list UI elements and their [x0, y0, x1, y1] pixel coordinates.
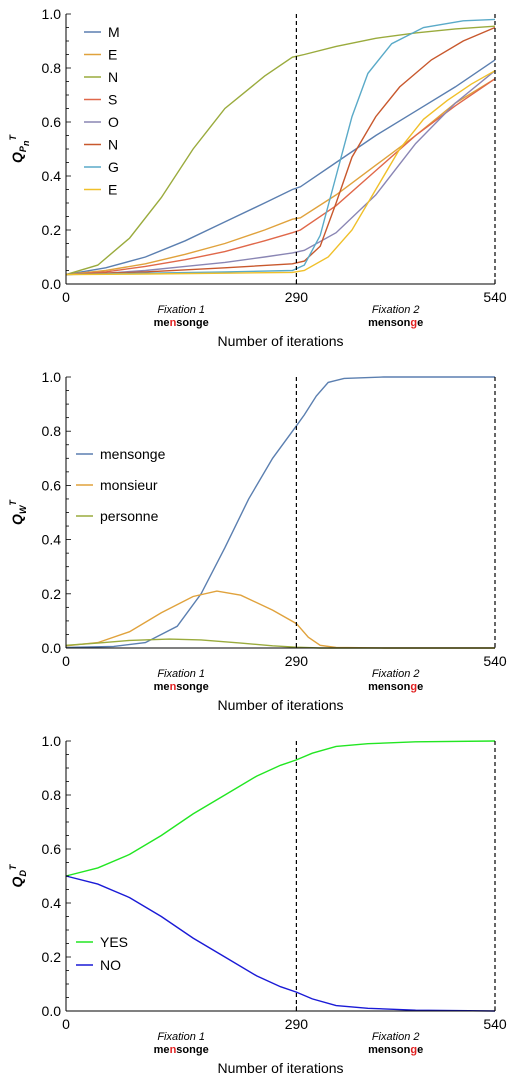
fixation-label-2: Fixation 2	[372, 1031, 420, 1043]
fixation-word-1: mensonge	[154, 681, 209, 693]
fixation-word-1: mensonge	[154, 1044, 209, 1056]
legend: YES NO	[76, 934, 128, 973]
y-tick-label: 0.8	[42, 787, 62, 803]
legend-label-6: G	[108, 159, 119, 175]
fixation-word-post: e	[417, 317, 423, 329]
fixation-word-pre: me	[154, 681, 170, 693]
series-line-0	[65, 59, 496, 276]
series-line-1	[65, 875, 496, 1012]
series-line-0	[65, 376, 495, 649]
fixation-word-post: e	[417, 1044, 423, 1056]
fixation-word-highlight: n	[170, 681, 177, 693]
y-tick-label: 0.2	[42, 222, 62, 238]
series-line-4	[65, 70, 496, 276]
y-tick-label: 0.0	[42, 640, 62, 656]
legend-label-1: E	[108, 47, 117, 63]
fixation-word-post: songe	[176, 681, 208, 693]
y-tick-label: 0.4	[42, 532, 62, 548]
x-tick-label: 0	[62, 653, 70, 669]
y-tick-label: 0.8	[42, 423, 62, 439]
series-line-2	[65, 25, 496, 276]
y-tick-label: 1.0	[42, 6, 62, 22]
fixation-word-2: mensonge	[368, 317, 423, 329]
series-line-7	[65, 70, 496, 276]
fixation-word-2: mensonge	[368, 681, 423, 693]
series-line-3	[65, 78, 496, 276]
x-axis-label: Number of iterations	[217, 697, 343, 713]
y-tick-label: 0.6	[42, 841, 62, 857]
fixation-word-pre: me	[154, 1044, 170, 1056]
y-tick-label: 1.0	[42, 733, 62, 749]
legend-label-7: E	[108, 182, 117, 198]
fixation-word-highlight: g	[410, 1044, 417, 1056]
y-tick-label: 1.0	[42, 369, 62, 385]
fixation-word-1: mensonge	[154, 317, 209, 329]
y-axis-label: QDT	[8, 863, 28, 887]
x-tick-label: 290	[285, 1016, 309, 1032]
y-tick-label: 0.8	[42, 60, 62, 76]
fixation-word-highlight: n	[170, 1044, 177, 1056]
legend-label-0: mensonge	[100, 446, 166, 462]
fixation-label-1: Fixation 1	[157, 304, 205, 316]
legend: mensonge monsieur personne	[76, 446, 166, 524]
y-tick-label: 0.6	[42, 477, 62, 493]
fixation-word-pre: menson	[368, 681, 410, 693]
fixation-word-post: songe	[176, 317, 208, 329]
series-line-1	[65, 78, 496, 276]
fixation-label-1: Fixation 1	[157, 668, 205, 680]
fixation-word-pre: me	[154, 317, 170, 329]
y-axis-label: QWT	[8, 499, 28, 525]
y-tick-label: 0.6	[42, 114, 62, 130]
legend-label-4: O	[108, 114, 119, 130]
fixation-word-post: e	[417, 681, 423, 693]
series-lines	[65, 18, 496, 276]
fixation-word-pre: menson	[368, 1044, 410, 1056]
series-line-2	[65, 638, 495, 649]
y-tick-label: 0.2	[42, 949, 62, 965]
legend-label-2: personne	[100, 508, 159, 524]
fixation-word-pre: menson	[368, 317, 410, 329]
x-tick-label: 0	[62, 1016, 70, 1032]
legend-label-1: monsieur	[100, 477, 158, 493]
series-line-0	[65, 740, 496, 877]
series-line-1	[65, 590, 495, 649]
x-tick-label: 290	[285, 653, 309, 669]
x-tick-label: 540	[483, 1016, 507, 1032]
x-tick-label: 540	[483, 289, 507, 305]
fixation-word-post: songe	[176, 1044, 208, 1056]
legend-label-1: NO	[100, 957, 121, 973]
y-tick-label: 0.2	[42, 586, 62, 602]
series-line-6	[65, 18, 496, 276]
y-tick-label: 0.0	[42, 1003, 62, 1019]
legend-label-0: YES	[100, 934, 128, 950]
x-axis-label: Number of iterations	[217, 333, 343, 349]
fixation-word-highlight: n	[170, 317, 177, 329]
x-axis-label: Number of iterations	[217, 1060, 343, 1076]
x-tick-label: 540	[483, 653, 507, 669]
y-tick-label: 0.4	[42, 168, 62, 184]
series-line-5	[65, 26, 496, 276]
x-tick-label: 290	[285, 289, 309, 305]
legend-label-2: N	[108, 69, 118, 85]
fixation-label-2: Fixation 2	[372, 668, 420, 680]
y-tick-label: 0.4	[42, 895, 62, 911]
fixation-word-highlight: g	[410, 681, 417, 693]
x-tick-label: 0	[62, 289, 70, 305]
y-axis-label: QPnT	[8, 134, 31, 163]
fixation-word-highlight: g	[410, 317, 417, 329]
series-lines	[65, 740, 496, 1012]
y-tick-label: 0.0	[42, 276, 62, 292]
fixation-word-2: mensonge	[368, 1044, 423, 1056]
fixation-label-1: Fixation 1	[157, 1031, 205, 1043]
fixation-label-2: Fixation 2	[372, 304, 420, 316]
legend-label-5: N	[108, 137, 118, 153]
legend-label-0: M	[108, 24, 120, 40]
legend-label-3: S	[108, 92, 117, 108]
